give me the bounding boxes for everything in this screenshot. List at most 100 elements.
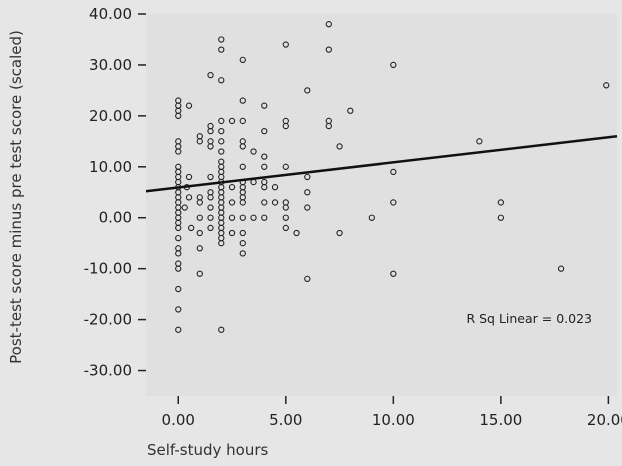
data-point	[196, 214, 203, 221]
y-tick-label: -30.00	[84, 362, 132, 380]
data-point	[239, 240, 246, 247]
x-tick-label: 5.00	[269, 411, 302, 429]
data-point	[325, 122, 332, 130]
data-point	[261, 214, 268, 221]
data-point	[175, 306, 182, 313]
data-point	[196, 245, 203, 252]
data-point	[218, 117, 225, 125]
data-point	[228, 229, 236, 237]
data-point	[196, 229, 203, 237]
data-point	[175, 285, 182, 293]
data-point	[175, 326, 182, 333]
data-point	[336, 229, 343, 237]
x-tick-label: 0.00	[162, 411, 195, 429]
x-axis-title: Self-study hours	[147, 441, 269, 459]
data-point	[218, 148, 225, 155]
data-point	[218, 36, 225, 43]
data-point	[218, 127, 225, 135]
data-point	[390, 168, 397, 176]
data-point	[196, 270, 203, 277]
data-point	[218, 138, 225, 145]
data-point	[175, 234, 182, 242]
y-tick-label: 30.00	[89, 56, 132, 74]
data-point	[207, 143, 214, 150]
data-point	[218, 326, 225, 333]
data-point	[325, 21, 332, 28]
y-axis-title: Post-test score minus pre test score (sc…	[7, 30, 25, 364]
x-tick-label: 15.00	[479, 411, 522, 429]
data-point	[304, 87, 311, 94]
data-point	[603, 82, 610, 89]
data-point	[239, 250, 246, 257]
data-point	[325, 46, 332, 53]
data-point	[282, 204, 289, 211]
data-point	[188, 224, 195, 232]
data-point	[271, 199, 279, 206]
data-point	[185, 194, 193, 201]
data-point	[239, 97, 246, 104]
data-point	[239, 214, 246, 221]
data-point	[185, 173, 193, 181]
data-point	[271, 184, 279, 191]
data-point	[175, 148, 182, 155]
data-point	[228, 214, 236, 221]
data-point	[218, 46, 225, 53]
data-point	[239, 117, 246, 125]
y-tick-label: -20.00	[84, 311, 132, 329]
data-point	[282, 214, 289, 221]
y-tick-label: -10.00	[84, 260, 132, 278]
x-axis-ticks: 0.00 5.00 10.00 15.00 20.00	[162, 396, 622, 429]
data-point	[476, 138, 483, 145]
data-point	[175, 224, 182, 232]
data-point	[261, 163, 268, 170]
data-point	[207, 127, 214, 135]
data-point	[218, 240, 225, 247]
data-point	[347, 107, 354, 114]
data-point	[390, 199, 397, 206]
r-squared-annotation: R Sq Linear = 0.023	[466, 311, 592, 326]
data-point	[175, 265, 182, 272]
data-point	[304, 173, 311, 181]
data-point	[239, 199, 246, 206]
y-tick-label: 20.00	[89, 107, 132, 125]
data-point	[175, 112, 182, 120]
y-axis-ticks: -30.00 -20.00 -10.00 0.00 10.00 20.00 30.00 40.…	[84, 5, 146, 380]
data-point	[207, 194, 214, 201]
data-point	[185, 102, 193, 109]
data-point	[239, 229, 246, 237]
data-point	[282, 224, 289, 232]
data-point	[304, 275, 311, 283]
y-tick-label: 0.00	[99, 209, 132, 227]
y-tick-label: 40.00	[89, 5, 132, 23]
linear-fit-line	[145, 134, 618, 193]
data-point	[368, 214, 375, 221]
data-point	[497, 214, 505, 221]
x-tick-label: 20.00	[587, 411, 622, 429]
x-tick-label: 10.00	[372, 411, 415, 429]
data-point	[304, 204, 311, 211]
data-point	[207, 173, 214, 181]
data-point	[207, 204, 214, 211]
data-point	[304, 189, 311, 196]
y-tick-label: 10.00	[89, 158, 132, 176]
data-point	[175, 250, 182, 257]
data-point	[261, 127, 268, 135]
data-point	[261, 102, 268, 109]
data-point	[239, 163, 246, 170]
data-point	[228, 199, 236, 206]
data-point	[228, 117, 236, 125]
data-point	[390, 270, 397, 277]
data-point	[196, 138, 203, 145]
data-point	[239, 56, 246, 63]
data-point	[557, 265, 565, 272]
data-point	[282, 122, 289, 130]
data-point	[228, 184, 236, 191]
data-point	[261, 184, 268, 191]
data-point	[207, 224, 214, 232]
data-point	[239, 143, 246, 150]
data-point	[282, 163, 289, 170]
data-point	[390, 61, 397, 69]
data-point	[261, 153, 268, 160]
